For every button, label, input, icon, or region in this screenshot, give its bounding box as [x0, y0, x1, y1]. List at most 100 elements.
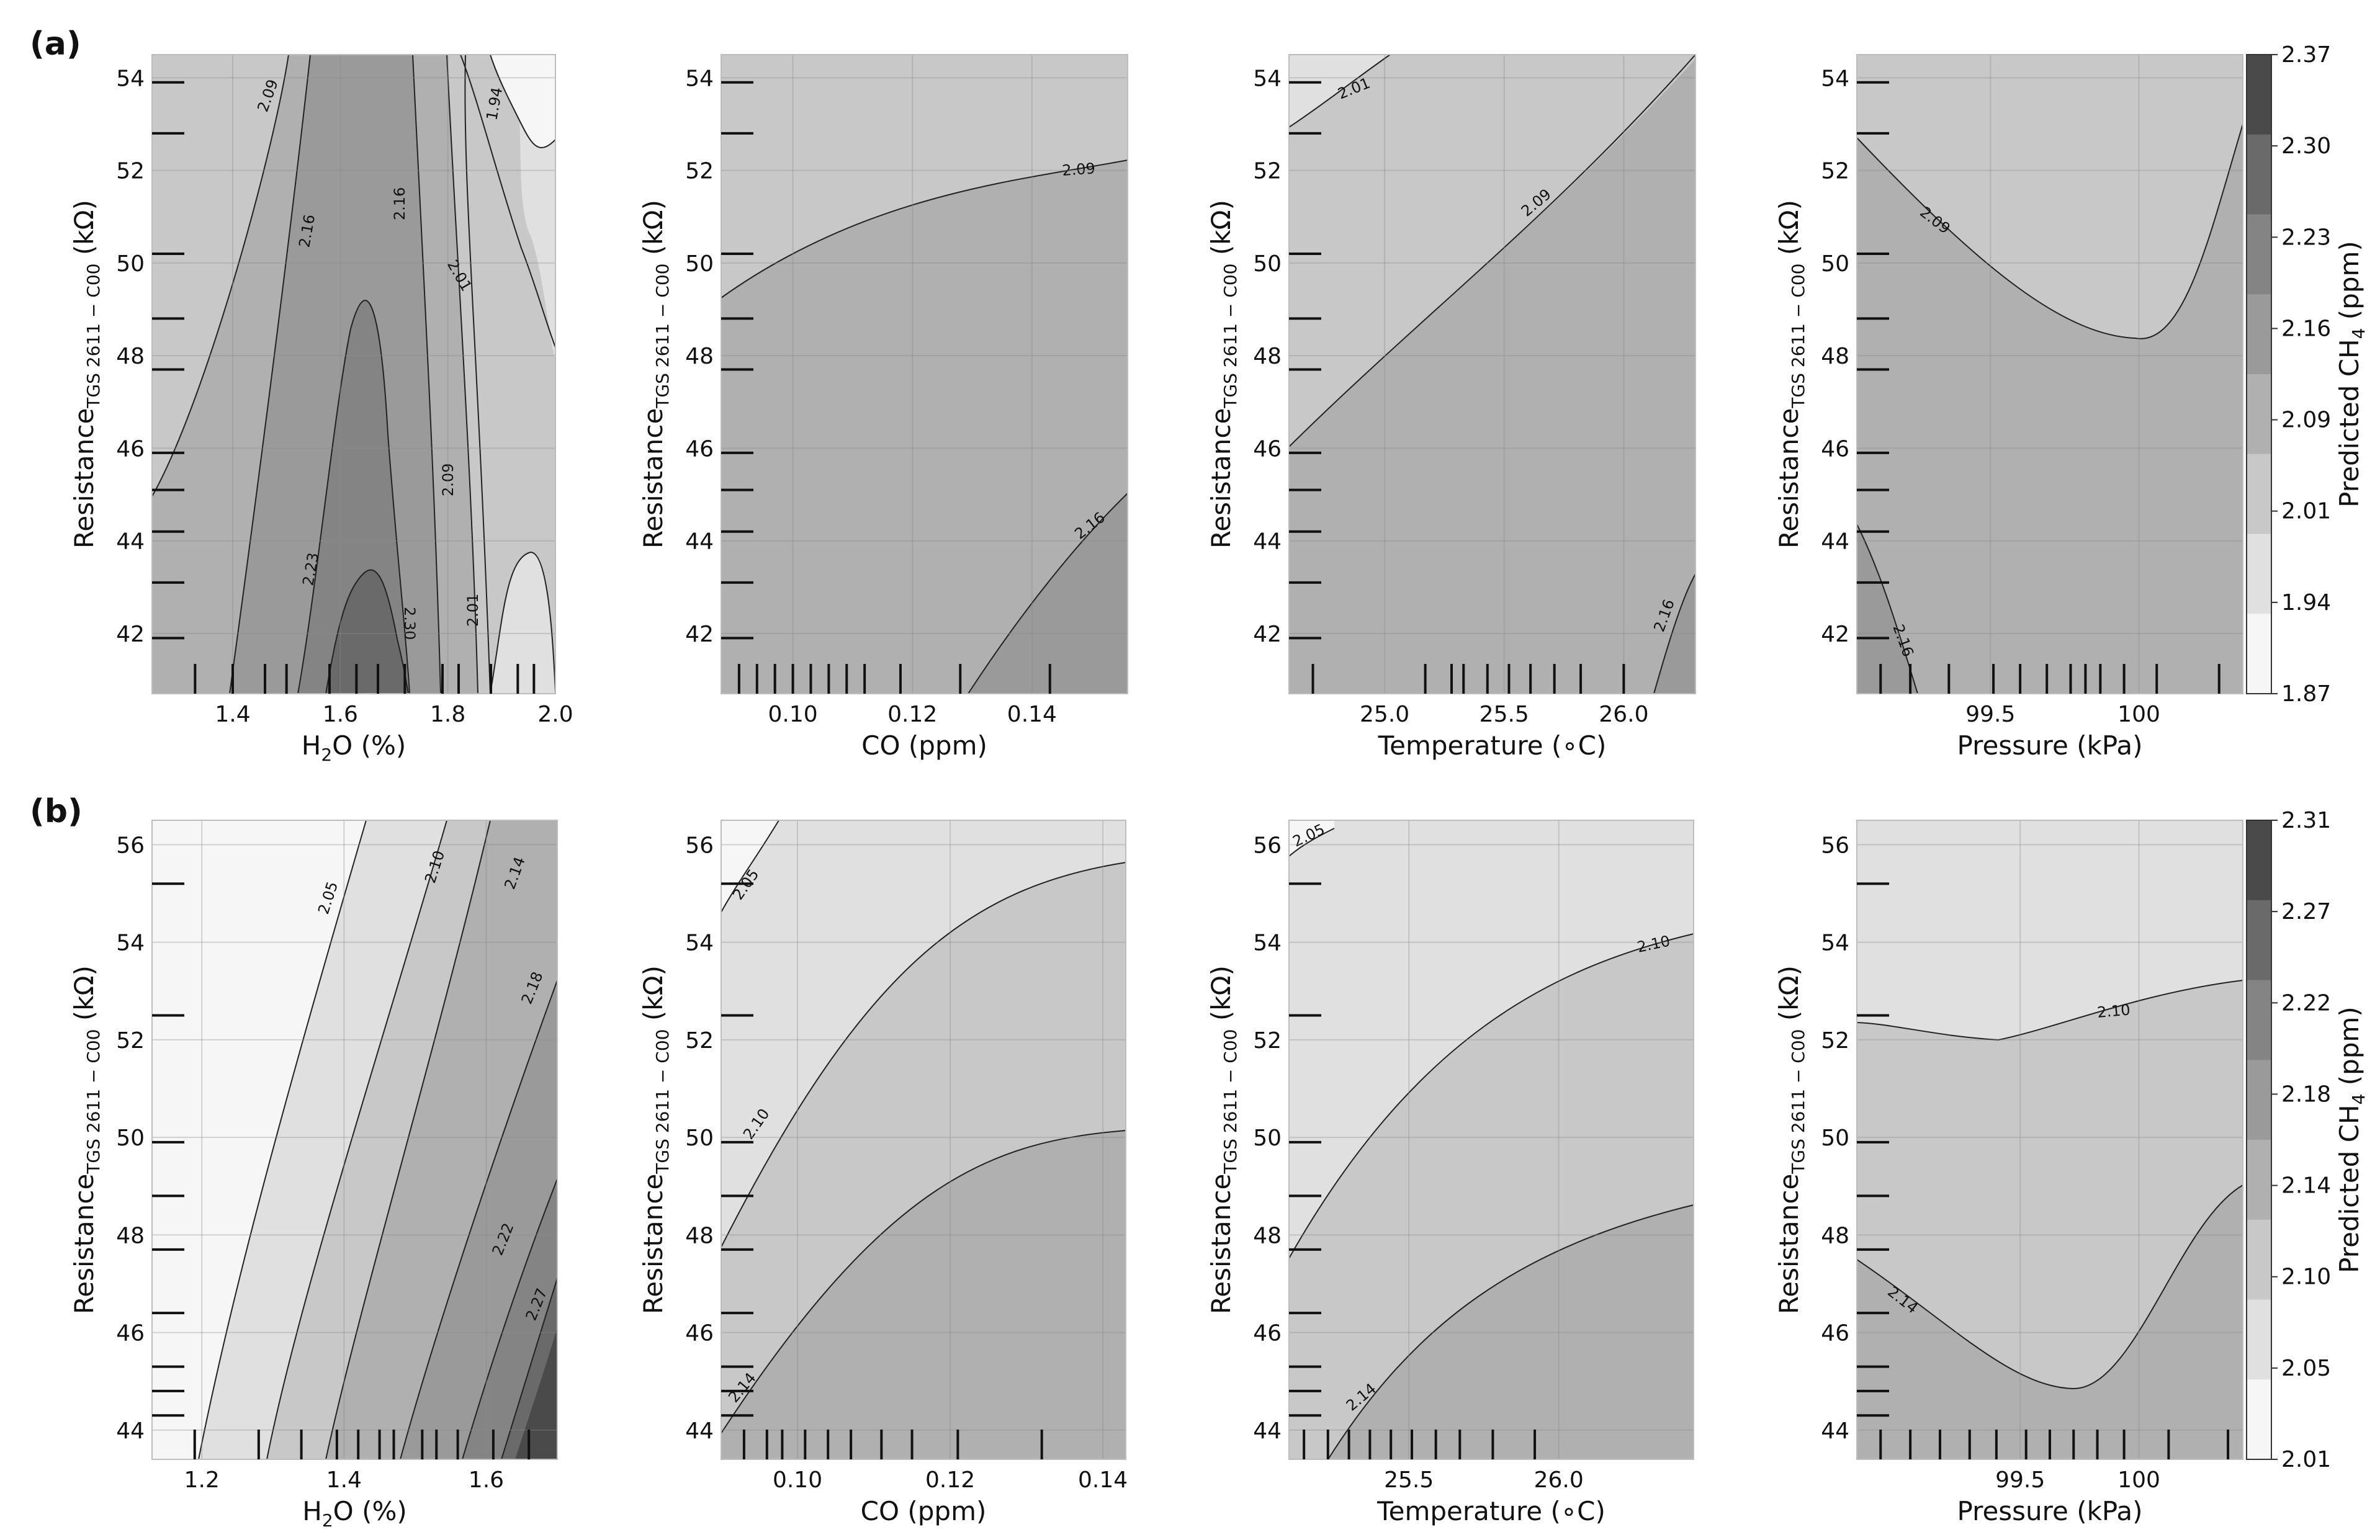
x-axis-label: Temperature (∘C): [1376, 1496, 1605, 1526]
x-tick-label: 0.14: [1007, 702, 1057, 727]
y-tick-label: 50: [1253, 1126, 1282, 1151]
contour-label: 2.09: [1061, 159, 1095, 179]
x-tick-label: 25.5: [1384, 1467, 1434, 1493]
colorbar-label: Predicted CH4 (ppm): [2334, 241, 2369, 508]
y-axis-label: ResistanceTGS 2611 − C00 (kΩ): [69, 965, 104, 1314]
panel-b-temp: [1288, 820, 1694, 1460]
plot-frame: [151, 820, 558, 1460]
y-tick-label: 56: [685, 833, 714, 858]
y-tick-label: 54: [1253, 66, 1282, 91]
panel-axes: 25.5 26.0 44 46 48 50 52 54 56 Temperature (∘C) Re…: [1206, 820, 1694, 1526]
x-tick-label: 0.12: [887, 702, 937, 727]
y-tick-label: 52: [116, 1028, 145, 1054]
contour-label: 2.09: [439, 463, 457, 496]
y-tick-label: 42: [116, 622, 145, 647]
x-tick-label: 26.0: [1599, 702, 1648, 727]
colorbar-cell: [2247, 454, 2271, 534]
y-tick-label: 44: [685, 1418, 714, 1444]
y-tick-label: 44: [1253, 529, 1282, 555]
y-tick-label: 52: [116, 159, 145, 184]
x-tick-label: 0.10: [768, 702, 818, 727]
colorbar-cell: [2247, 1379, 2271, 1460]
y-tick-label: 50: [685, 251, 714, 277]
y-tick-label: 52: [1821, 1028, 1849, 1054]
colorbar-tick-label: 1.87: [2281, 681, 2331, 707]
y-tick-label: 50: [116, 251, 145, 277]
x-axis-label: H2O (%): [302, 1496, 407, 1531]
colorbar-tick-label: 2.18: [2281, 1081, 2331, 1107]
plot-frame: [1288, 54, 1696, 694]
colorbar-tick-label: 2.30: [2281, 133, 2331, 159]
y-axis-label: ResistanceTGS 2611 − C00 (kΩ): [638, 965, 673, 1314]
x-tick-label: 1.6: [469, 1467, 504, 1493]
y-tick-label: 54: [685, 931, 714, 956]
y-tick-label: 56: [116, 833, 145, 858]
y-tick-label: 46: [116, 436, 145, 462]
colorbar-tick-label: 2.27: [2281, 899, 2331, 924]
y-tick-label: 46: [116, 1321, 145, 1346]
colorbar-tick-label: 2.14: [2281, 1173, 2331, 1199]
axes-layer: 1.4 1.6 1.8 2.0 42 44 46 48 50 52 54 H2O (%) Resista…: [69, 54, 2243, 1531]
row-label-a: (a): [30, 25, 81, 63]
plot-frame: [1288, 820, 1694, 1460]
colorbar-tick-label: 2.10: [2281, 1265, 2331, 1290]
y-tick-label: 48: [1821, 344, 1849, 369]
y-tick-label: 48: [1253, 344, 1282, 369]
colorbar-tick-label: 2.23: [2281, 225, 2331, 250]
y-tick-label: 44: [116, 529, 145, 555]
y-tick-label: 54: [685, 66, 714, 91]
y-tick-label: 50: [1821, 251, 1849, 277]
x-axis-label: Temperature (∘C): [1378, 730, 1607, 761]
plot-frame: [721, 820, 1126, 1460]
panel-axes: 99.5 100 42 44 46 48 50 52 54 Pressure (kPa) Resis…: [1774, 54, 2243, 761]
x-axis-label: CO (ppm): [861, 1496, 987, 1526]
x-tick-label: 1.2: [184, 1467, 220, 1493]
colorbar-cell: [2247, 1140, 2271, 1220]
x-tick-label: 100: [2117, 1467, 2160, 1493]
x-tick-label: 25.0: [1360, 702, 1409, 727]
y-tick-label: 52: [1253, 1028, 1282, 1054]
colorbar-tick-label: 1.94: [2281, 590, 2331, 616]
y-tick-label: 54: [1821, 66, 1849, 91]
y-axis-label: ResistanceTGS 2611 − C00 (kΩ): [1774, 965, 1808, 1314]
y-tick-label: 42: [685, 622, 714, 647]
y-tick-label: 50: [1253, 251, 1282, 277]
panel-axes: 0.10 0.12 0.14 42 44 46 48 50 52 54 CO (ppm) Resist…: [638, 54, 1128, 761]
colorbar-cell: [2247, 534, 2271, 614]
y-tick-label: 46: [1821, 436, 1849, 462]
y-tick-label: 52: [1821, 159, 1849, 184]
colorbar-tick-label: 2.31: [2281, 808, 2331, 833]
x-tick-label: 99.5: [1965, 702, 2015, 727]
colorbar-b: 2.31 2.27 2.22 2.18 2.14 2.10 2.05 2.01 Predicte…: [2246, 808, 2369, 1472]
y-axis-label: ResistanceTGS 2611 − C00 (kΩ): [1206, 965, 1241, 1314]
colorbar-tick-label: 2.09: [2281, 408, 2331, 433]
panel-axes: 1.4 1.6 1.8 2.0 42 44 46 48 50 52 54 H2O (%) Resista…: [69, 54, 573, 765]
y-tick-label: 46: [1253, 1321, 1282, 1346]
x-tick-label: 0.10: [773, 1467, 822, 1493]
colorbar-cell: [2247, 1219, 2271, 1300]
y-tick-label: 42: [1253, 622, 1282, 647]
y-axis-label: ResistanceTGS 2611 − C00 (kΩ): [1774, 200, 1808, 548]
x-tick-label: 0.14: [1078, 1467, 1128, 1493]
plot-frame: [151, 54, 556, 694]
y-tick-label: 48: [685, 1223, 714, 1248]
y-tick-label: 42: [1821, 622, 1849, 647]
x-tick-label: 1.8: [430, 702, 465, 727]
y-tick-label: 48: [1821, 1223, 1849, 1248]
y-tick-label: 46: [1821, 1321, 1849, 1346]
x-tick-label: 26.0: [1534, 1467, 1584, 1493]
panel-b-pressure: [1856, 820, 2243, 1459]
y-tick-label: 54: [116, 931, 145, 956]
y-axis-label: ResistanceTGS 2611 − C00 (kΩ): [638, 200, 673, 548]
x-axis-label: H2O (%): [302, 730, 406, 765]
y-tick-label: 44: [116, 1418, 145, 1444]
y-tick-label: 44: [1821, 529, 1849, 555]
y-tick-label: 54: [116, 66, 145, 91]
y-tick-label: 56: [1253, 833, 1282, 858]
x-axis-label: CO (ppm): [861, 730, 987, 761]
y-tick-label: 50: [116, 1126, 145, 1151]
plot-frame: [1856, 54, 2243, 694]
y-tick-label: 44: [1821, 1418, 1849, 1444]
colorbar-cell: [2247, 1299, 2271, 1380]
